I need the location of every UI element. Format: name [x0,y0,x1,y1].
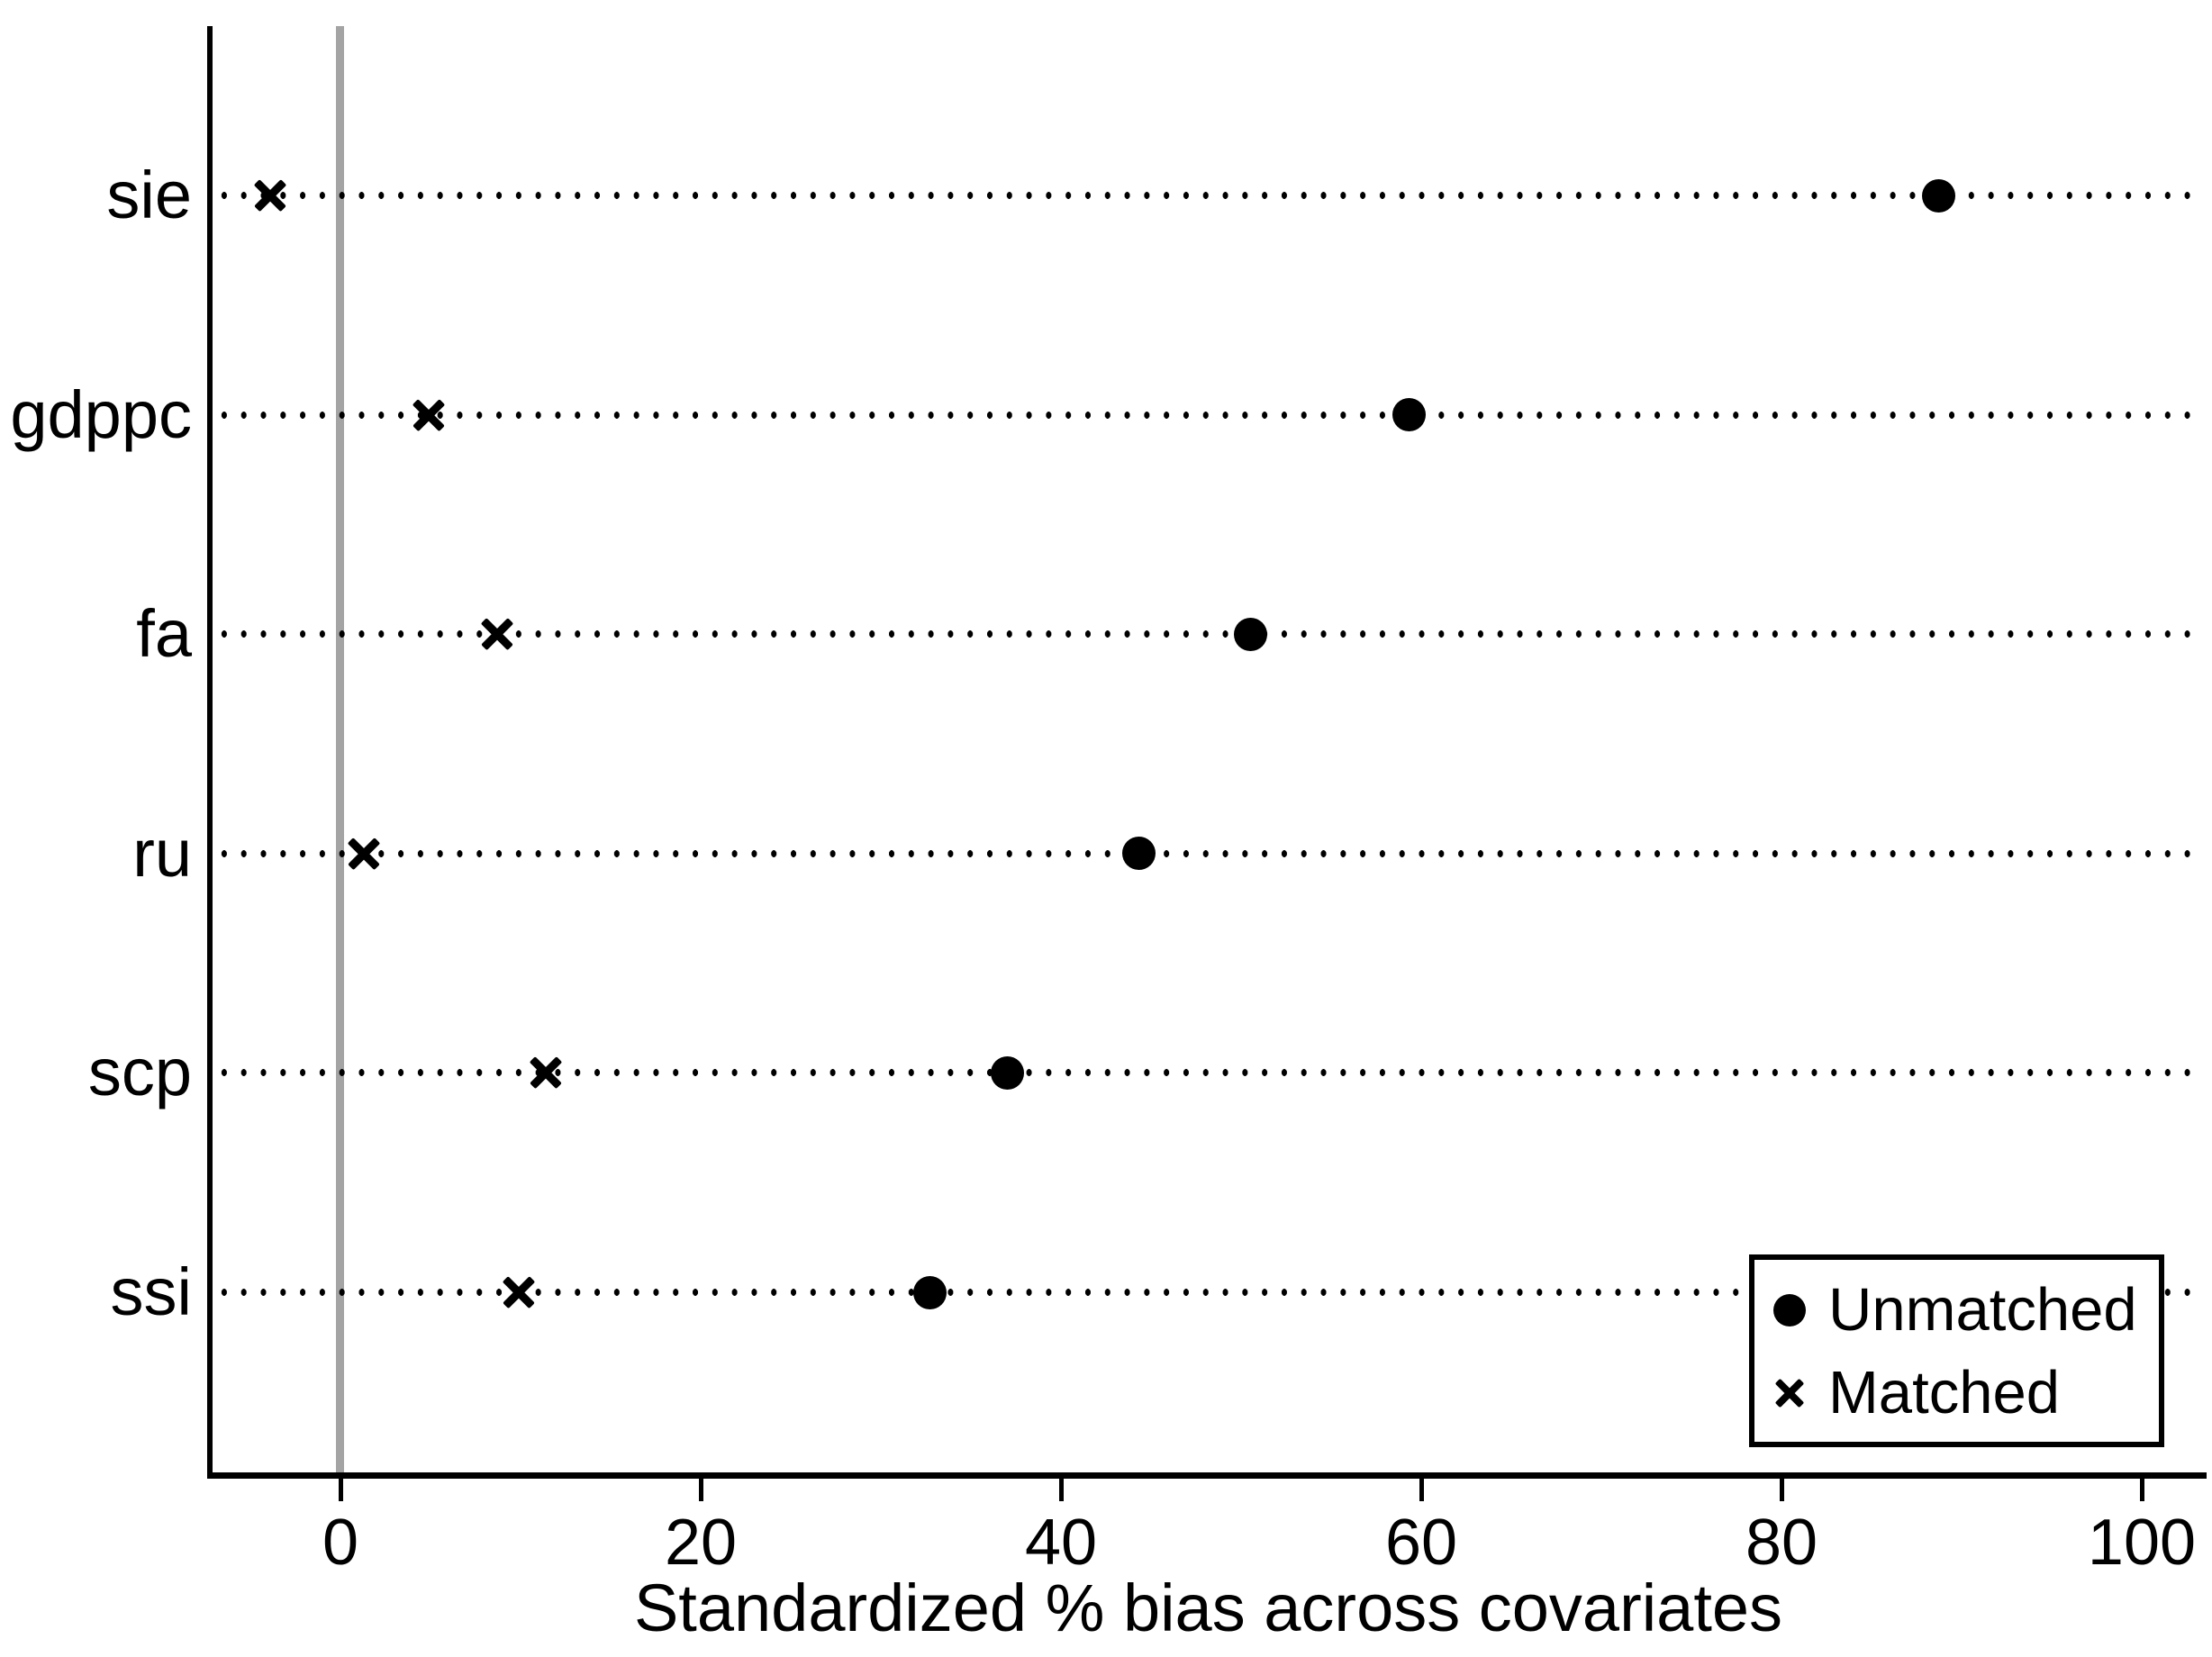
guide-line [214,629,2196,639]
x-tick [2139,1479,2144,1501]
x-tick [1058,1479,1064,1501]
unmatched-point [1921,178,1955,213]
matched-point [256,181,285,210]
y-category-label: ru [132,815,192,891]
x-tick [698,1479,703,1501]
matched-point [483,620,512,648]
x-tick [1779,1479,1784,1501]
x-tick-label: 20 [664,1507,738,1579]
legend-entry-unmatched: Unmatched [1763,1274,2137,1346]
guide-line [214,1068,2196,1078]
x-tick [338,1479,343,1501]
guide-line [214,410,2196,420]
guide-line [214,1288,2196,1297]
zero-reference-line [336,26,344,1472]
x-tick-label: 100 [2087,1507,2197,1579]
legend: Unmatched Matched [1749,1254,2164,1447]
unmatched-point [1392,398,1426,432]
matched-point [531,1058,560,1087]
x-tick-label: 60 [1384,1507,1458,1579]
x-tick-label: 40 [1024,1507,1098,1579]
guide-line [214,191,2196,200]
matched-x-icon [1776,1380,1803,1407]
y-axis-line [207,26,213,1479]
legend-label-unmatched: Unmatched [1828,1276,2137,1344]
unmatched-point [990,1055,1024,1090]
matched-point [414,401,443,430]
legend-marker-cell [1763,1274,1816,1346]
matched-point [504,1278,533,1307]
x-tick [1419,1479,1424,1501]
x-axis-line [207,1472,2207,1479]
matched-point [349,839,378,868]
y-category-label: fa [136,596,192,672]
x-tick-label: 0 [322,1507,359,1579]
unmatched-point [1233,617,1267,651]
y-category-label: sie [106,158,192,232]
legend-entry-matched: Matched [1763,1357,2060,1429]
legend-marker-cell [1763,1357,1816,1429]
x-tick-label: 80 [1745,1507,1818,1579]
guide-line [214,848,2196,858]
unmatched-circle-icon [1773,1294,1806,1327]
unmatched-point [1121,837,1156,871]
y-category-label: scp [87,1035,192,1110]
y-category-label: gdppc [10,376,192,452]
y-category-label: ssi [110,1254,192,1329]
legend-label-matched: Matched [1828,1359,2060,1426]
unmatched-point [912,1275,947,1309]
x-axis-title: Standardized % bias across covariates [633,1571,1783,1645]
